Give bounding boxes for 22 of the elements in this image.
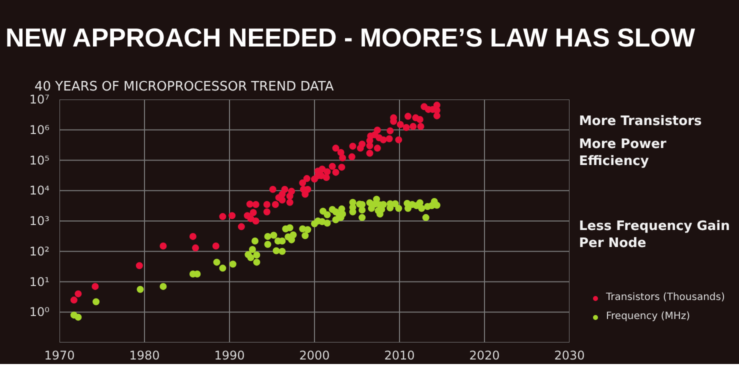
y-tick-label: 10⁰: [29, 305, 50, 320]
text: More Power Efficiency: [579, 136, 668, 170]
y-tick-label: 10⁶: [29, 122, 50, 137]
x-tick-label: 2000: [299, 348, 330, 362]
x-tick-label: 1970: [44, 348, 75, 362]
y-tick-label: 10⁷: [29, 92, 50, 106]
text: Less Frequency Gain Per Node: [579, 218, 731, 252]
x-tick-label: 2010: [384, 348, 415, 362]
x-tick-label: 2020: [469, 348, 500, 362]
legend-label: Frequency (MHz): [606, 311, 690, 322]
x-tick-label: 1990: [214, 348, 245, 362]
x-tick-label: 2030: [554, 348, 585, 362]
legend-label: Transistors (Thousands): [606, 292, 725, 303]
y-tick-label: 10¹: [29, 274, 50, 289]
y-tick-label: 10²: [29, 244, 50, 258]
y-tick-label: 10⁴: [29, 184, 50, 198]
chart-title: NEW APPROACH NEEDED - MOORE’S LAW HAS SLOW: [6, 22, 696, 52]
x-tick-label: 1980: [129, 348, 160, 362]
y-tick-label: 10⁵: [29, 153, 50, 168]
y-tick-label: 10³: [29, 214, 50, 228]
chart-subtitle: 40 YEARS OF MICROPROCESSOR TREND DATA: [34, 80, 334, 94]
text: More Transistors: [579, 113, 703, 130]
